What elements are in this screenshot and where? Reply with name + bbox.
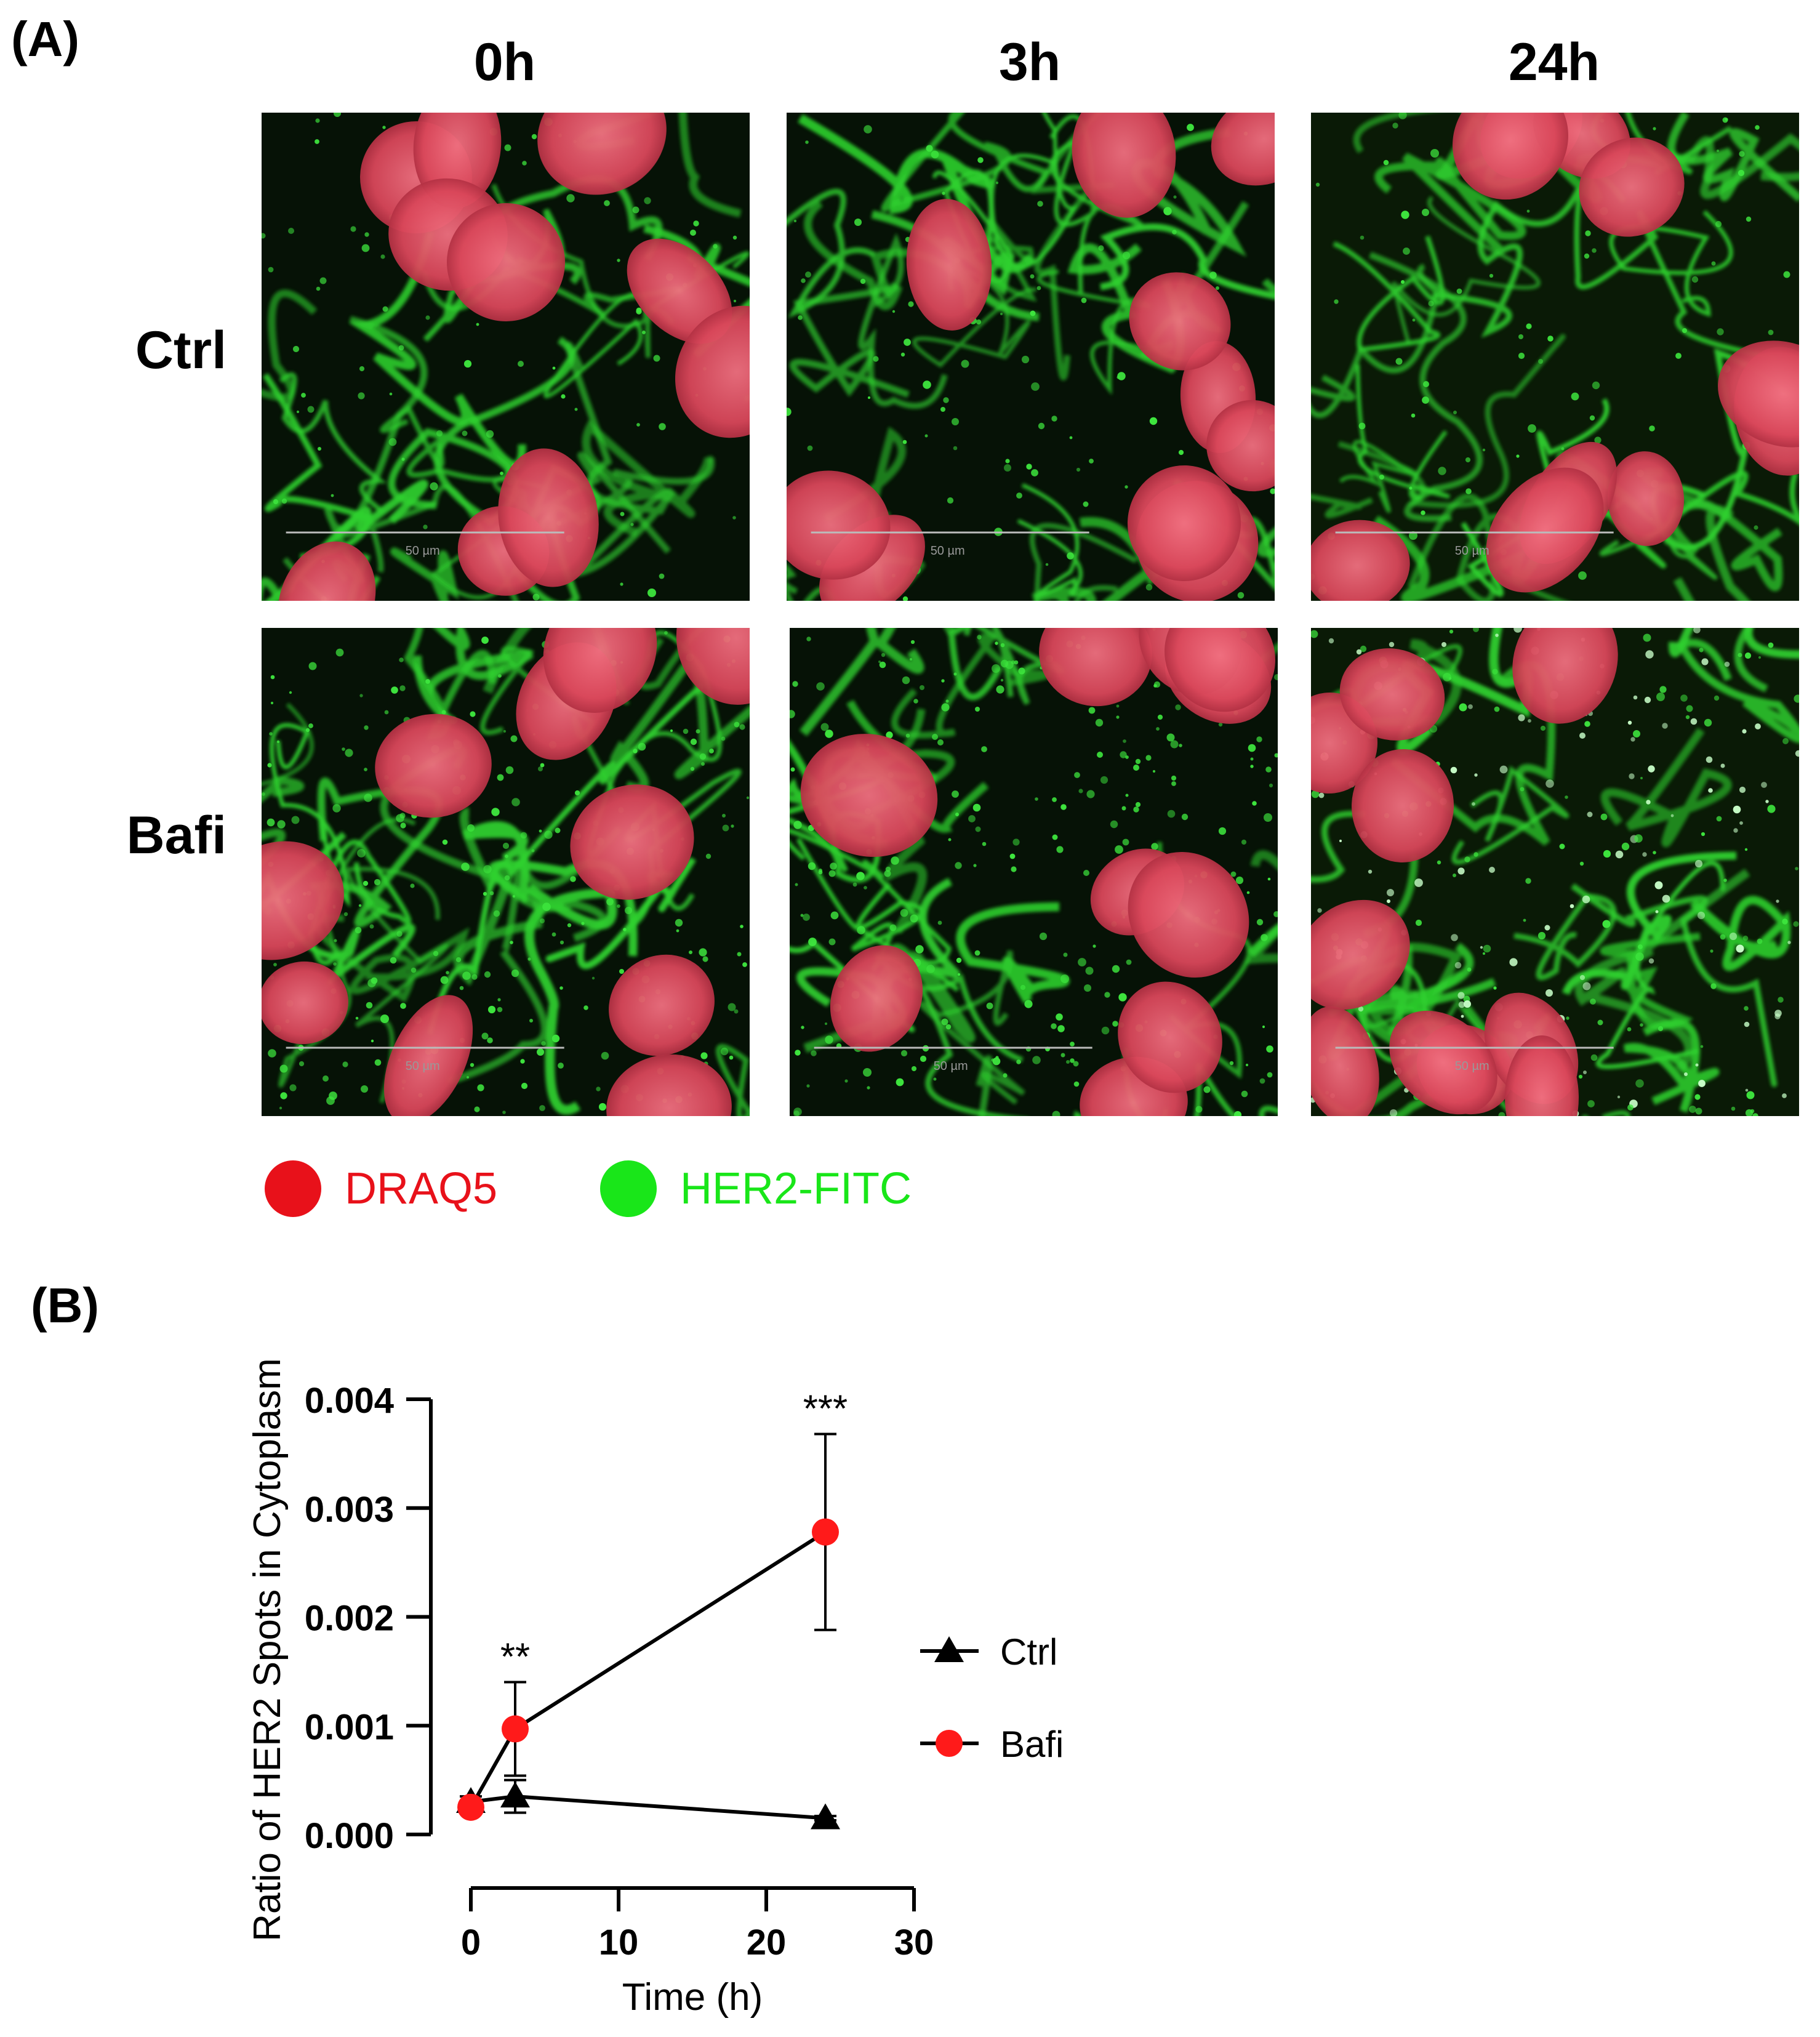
row-label-bafi: Bafi [126,806,226,865]
data-point-bafi [457,1793,484,1821]
series-ctrl [456,1778,840,1830]
scale-bar-label: 50 µm [934,1059,968,1073]
scale-bar-label: 50 µm [1455,544,1489,558]
legend-label-ctrl: Ctrl [1000,1631,1057,1673]
scale-bar-label: 50 µm [931,544,965,558]
micrograph-bafi-3h: 50 µm [790,628,1278,1116]
y-tick-label: 0.001 [305,1707,394,1747]
micrograph-ctrl-24h: 50 µm [1311,113,1799,601]
scale-bar-label: 50 µm [406,544,440,558]
significance-marker: *** [803,1388,848,1431]
column-label-0h: 0h [473,33,536,92]
x-tick-label: 20 [747,1922,787,1963]
data-point-bafi [812,1518,839,1546]
x-tick-label: 10 [599,1922,639,1963]
x-tick-label: 0 [461,1922,481,1963]
y-tick-label: 0.000 [305,1816,394,1856]
x-axis-title: Time (h) [622,1976,763,2019]
x-tick-label: 30 [894,1922,934,1963]
y-axis-title: Ratio of HER2 Spots in Cytoplasm [246,1358,289,1942]
column-label-3h: 3h [998,33,1061,92]
scale-bar-label: 50 µm [1455,1059,1489,1073]
data-point-ctrl [811,1803,840,1830]
legend-her2-fitc-dot [600,1160,657,1217]
y-tick-label: 0.002 [305,1599,394,1639]
legend-label-bafi: Bafi [1000,1724,1064,1765]
series-bafi [457,1432,839,1821]
scale-bar-label: 50 µm [406,1059,440,1073]
panel-b-label: (B) [31,1278,100,1333]
legend-draq5-label: DRAQ5 [345,1164,498,1213]
y-tick-label: 0.004 [305,1381,394,1421]
micrograph-ctrl-0h: 50 µm [262,113,750,601]
legend-her2-fitc-label: HER2-FITC [680,1164,912,1213]
y-tick-label: 0.003 [305,1490,394,1530]
significance-marker: ** [500,1636,530,1679]
micrograph-bafi-0h: 50 µm [262,628,750,1116]
micrograph-bafi-24h: 50 µm [1311,628,1799,1116]
micrograph-ctrl-3h: 50 µm [787,113,1275,601]
column-label-24h: 24h [1508,33,1600,92]
legend-draq5-dot [265,1160,321,1217]
panel-a-label: (A) [11,12,80,66]
data-point-ctrl [500,1782,530,1808]
row-label-ctrl: Ctrl [135,321,226,380]
legend-marker-ctrl [934,1636,964,1662]
data-point-bafi [502,1715,529,1743]
legend-marker-bafi [936,1730,963,1757]
